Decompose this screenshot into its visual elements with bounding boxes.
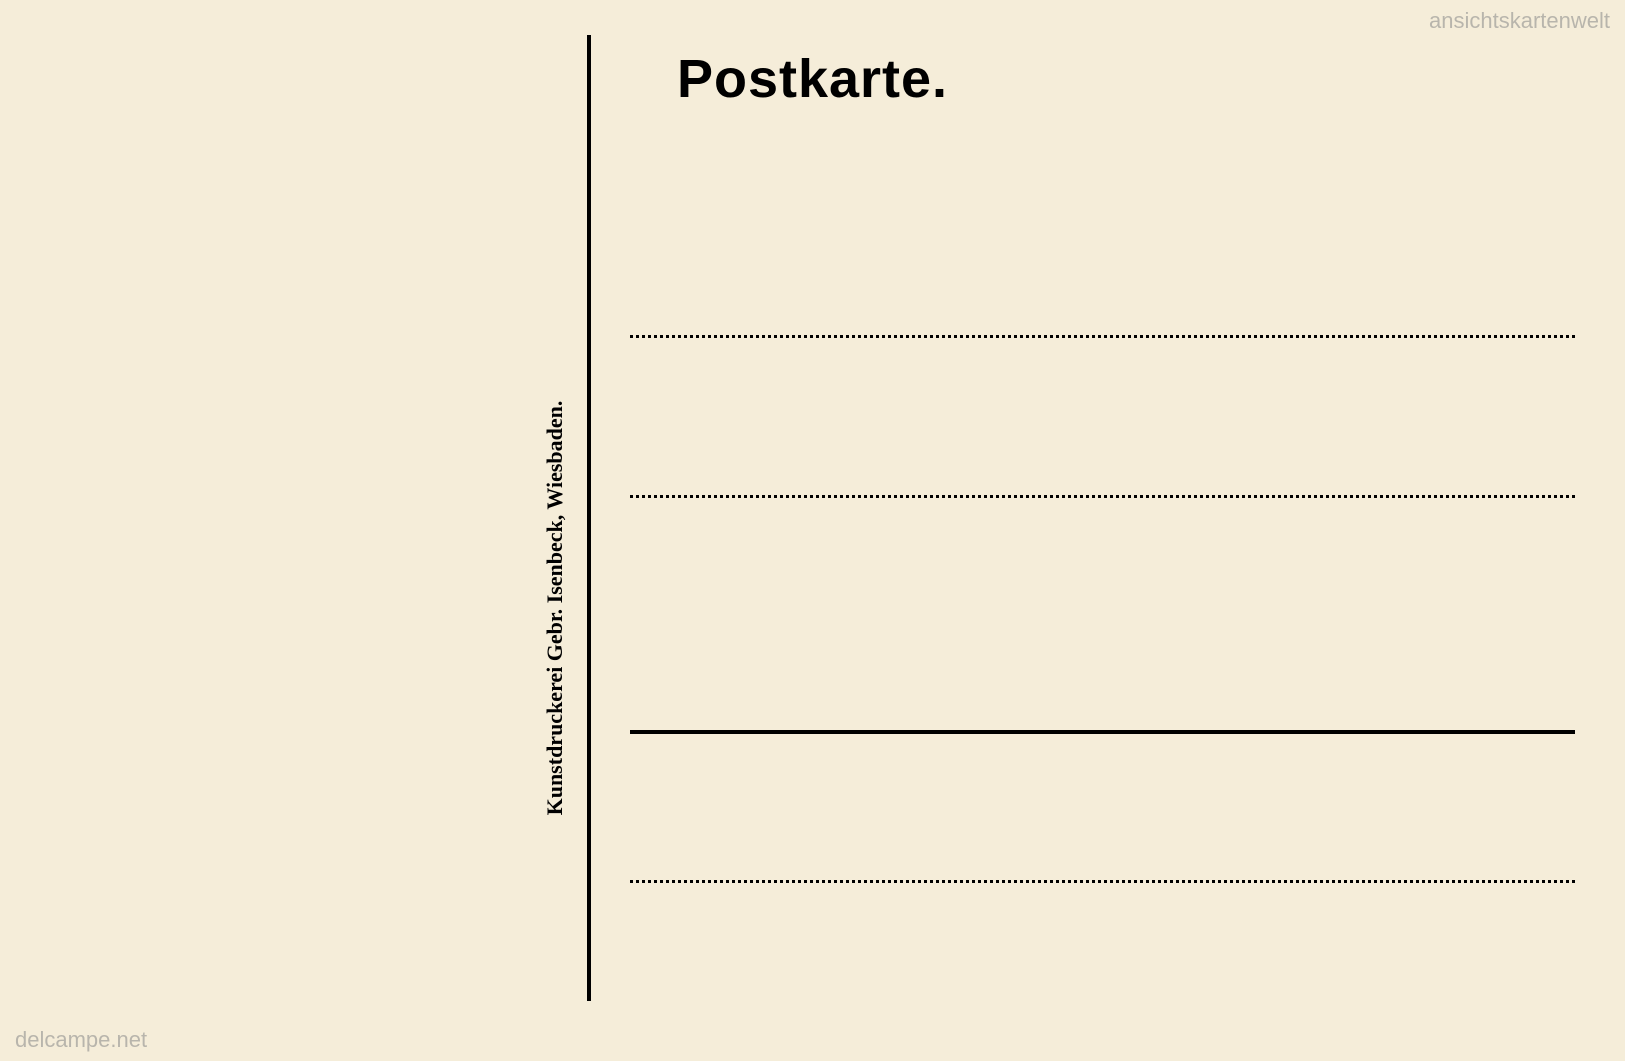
watermark-bottom-left: delcampe.net (15, 1027, 147, 1053)
postcard-title: Postkarte. (677, 48, 948, 110)
address-line-solid (630, 730, 1575, 734)
vertical-divider (587, 35, 591, 1001)
postcard-back: Postkarte. Kunstdruckerei Gebr. Isenbeck… (0, 0, 1625, 1061)
address-line-2 (630, 495, 1575, 498)
watermark-top-right: ansichtskartenwelt (1429, 8, 1610, 34)
publisher-credit: Kunstdruckerei Gebr. Isenbeck, Wiesbaden… (542, 278, 568, 938)
address-line-1 (630, 335, 1575, 338)
address-line-3 (630, 880, 1575, 883)
